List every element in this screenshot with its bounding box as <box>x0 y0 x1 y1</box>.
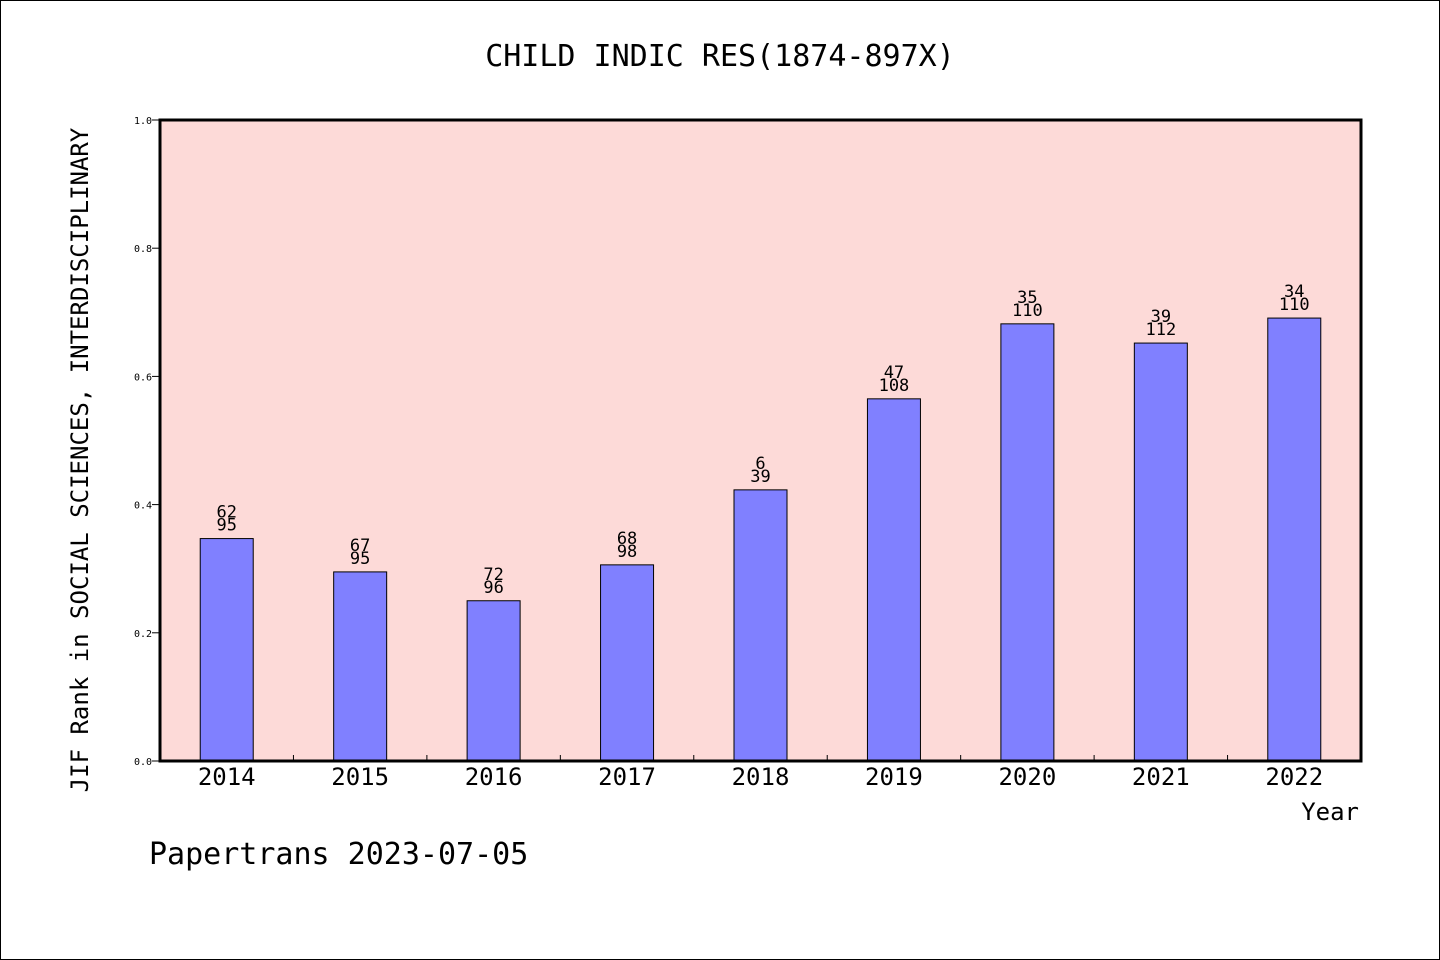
bar-total-label: 98 <box>617 542 637 562</box>
x-axis: 2014 2015 2016 2017 2018 2019 2020 2021 2022 <box>198 755 1323 791</box>
bar <box>866 398 921 762</box>
bar-rank-label: 68 <box>617 529 637 549</box>
bar-rank-label: 72 <box>483 565 503 585</box>
y-axis-label: JIF Rank in SOCIAL SCIENCES, INTERDISCIP… <box>66 127 94 792</box>
bar <box>199 538 254 762</box>
bar-series <box>199 317 1322 762</box>
y-tick-label: 0.8 <box>134 244 152 255</box>
x-tick-label: 2015 <box>331 763 389 791</box>
bar <box>1267 317 1322 762</box>
bar-rank-label: 67 <box>350 536 370 556</box>
bar-rank-label: 34 <box>1284 282 1304 302</box>
bar-rank-label: 62 <box>216 503 236 523</box>
bar <box>600 564 655 762</box>
bar-rank-label: 47 <box>884 363 904 383</box>
bar-total-label: 108 <box>879 376 910 396</box>
y-tick-label: 0.6 <box>134 372 152 383</box>
x-tick-label: 2020 <box>998 763 1056 791</box>
bar <box>1000 323 1055 762</box>
bar-total-label: 96 <box>483 578 503 598</box>
x-tick-label: 2018 <box>732 763 790 791</box>
x-axis-label: Year <box>1301 798 1359 826</box>
x-tick-label: 2017 <box>598 763 656 791</box>
x-tick-label: 2014 <box>198 763 256 791</box>
bar-rank-label: 35 <box>1017 288 1037 308</box>
bar-rank-label: 39 <box>1151 307 1171 327</box>
bar-total-label: 110 <box>1279 295 1310 315</box>
plot-border <box>158 118 1363 763</box>
bar <box>333 571 388 762</box>
y-tick-label: 0.2 <box>134 629 152 640</box>
bar <box>1133 342 1188 762</box>
bar <box>466 600 521 762</box>
y-axis: 0.0 0.2 0.4 0.6 0.8 1.0 <box>134 116 160 768</box>
bar <box>733 489 788 762</box>
bar-total-label: 95 <box>350 549 370 569</box>
x-tick-label: 2016 <box>465 763 523 791</box>
y-tick-label: 0.4 <box>134 501 152 512</box>
y-tick-label: 1.0 <box>134 116 152 127</box>
bar-rank-label: 6 <box>755 454 765 474</box>
bar-total-label: 110 <box>1012 301 1043 321</box>
chart-title: CHILD INDIC RES(1874-897X) <box>485 39 955 74</box>
bar-total-label: 112 <box>1145 320 1176 340</box>
x-tick-label: 2019 <box>865 763 923 791</box>
bar-total-label: 95 <box>216 516 236 536</box>
x-tick-label: 2022 <box>1265 763 1323 791</box>
x-tick-label: 2021 <box>1132 763 1190 791</box>
bar-total-label: 39 <box>750 467 770 487</box>
y-tick-label: 0.0 <box>134 757 152 768</box>
watermark-text: Papertrans 2023-07-05 <box>149 837 528 872</box>
